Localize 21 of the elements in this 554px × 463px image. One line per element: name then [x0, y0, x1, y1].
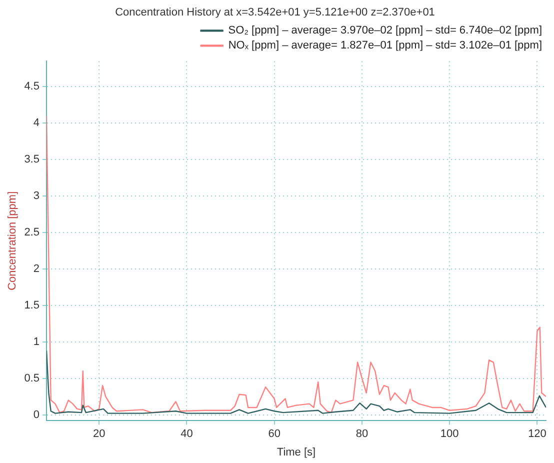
- x-tick-label: 120: [528, 428, 546, 440]
- legend-label: SO₂ [ppm] – average= 3.970e–02 [ppm] – std= 6.740e–02 [ppm]: [228, 24, 542, 37]
- y-tick-label: 1: [33, 336, 40, 348]
- x-axis-title: Time [s]: [276, 446, 316, 458]
- x-tick-label: 100: [440, 428, 459, 440]
- y-tick-label: 1.5: [24, 299, 40, 312]
- legend-label: NOₓ [ppm] – average= 1.827e–01 [ppm] – std= 3.102e–01 [ppm]: [228, 40, 542, 52]
- y-tick-label: 0.5: [24, 372, 40, 384]
- y-axis-title: Concentration [ppm]: [6, 191, 19, 290]
- y-tick-label: 4.5: [24, 80, 40, 93]
- x-tick-label: 20: [92, 428, 106, 440]
- y-tick-label: 3.5: [24, 154, 40, 166]
- x-tick-label: 40: [180, 428, 193, 440]
- y-tick-label: 2.5: [24, 226, 40, 239]
- x-tick-label: 60: [268, 428, 280, 440]
- chart-title: Concentration History at x=3.542e+01 y=5.121e+00 z=2.370e+01: [115, 6, 435, 19]
- y-tick-label: 4: [33, 117, 40, 130]
- x-tick-label: 80: [356, 428, 368, 440]
- y-tick-label: 2: [33, 263, 40, 275]
- y-tick-label: 3: [33, 190, 40, 202]
- y-tick-label: 0: [33, 408, 40, 421]
